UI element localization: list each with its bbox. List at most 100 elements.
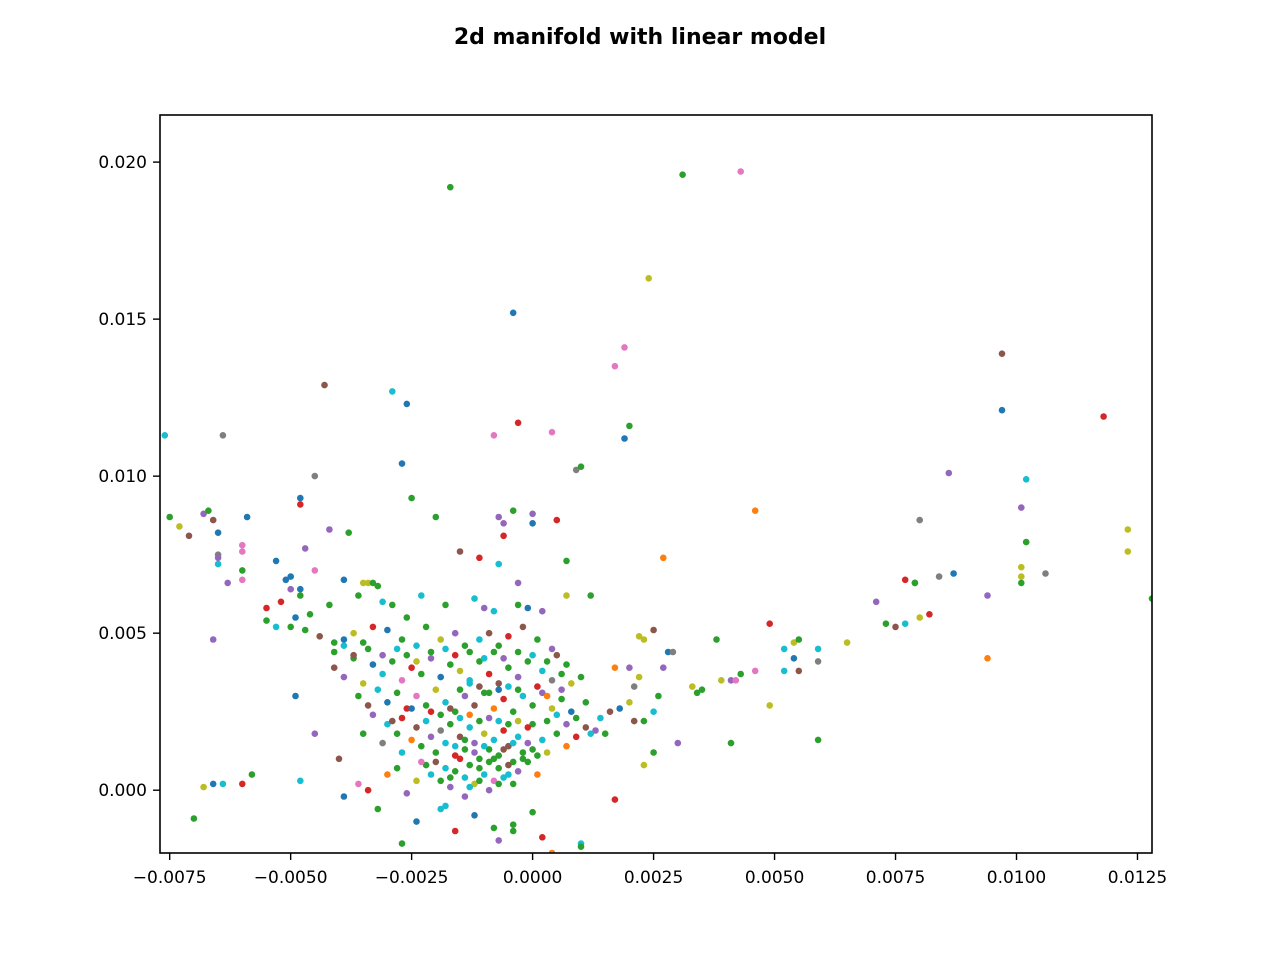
data-point [427,655,435,662]
data-point [635,633,643,640]
data-point [529,746,536,753]
data-point [1042,570,1049,577]
data-point [737,670,744,678]
data-point [292,614,299,621]
data-point [524,739,532,747]
data-point [350,629,357,637]
data-point [447,183,454,191]
data-point [563,592,570,599]
data-point [626,664,633,671]
data-point [393,645,401,653]
data-point [509,309,517,317]
data-point [442,739,449,747]
data-point [263,617,270,624]
data-point [509,507,517,514]
data-point [297,494,304,502]
data-point [282,576,290,584]
data-point [384,771,391,778]
data-point [384,626,391,634]
data-point [398,840,406,847]
data-point [442,764,449,772]
data-point [432,513,440,521]
data-point [369,661,377,668]
data-point [548,705,556,712]
data-point [500,774,507,781]
data-point [660,554,667,562]
data-point [577,843,585,850]
data-point [1018,573,1025,580]
data-point [219,432,227,439]
data-point [161,432,169,439]
data-point [364,786,372,794]
data-point [984,655,991,662]
data-point [311,472,319,480]
data-point [505,720,512,728]
data-point [398,714,406,722]
data-point [485,670,493,678]
data-point [461,692,469,700]
data-point [471,780,478,788]
data-point [301,626,309,634]
data-point [209,636,217,643]
data-point [422,717,430,725]
data-point [413,658,420,665]
data-point [239,576,246,584]
data-point [427,733,435,741]
data-point [442,645,449,653]
data-point [539,834,546,841]
data-point [926,611,933,618]
data-point [374,582,382,590]
data-point [514,717,522,725]
data-point [674,739,682,747]
data-point [539,607,546,615]
data-point [359,639,367,646]
data-point [359,680,367,687]
data-point [534,636,541,643]
data-point [447,774,454,781]
data-point [553,730,561,737]
data-point [480,689,488,697]
data-point [389,388,396,395]
data-point [476,764,483,772]
data-point [413,642,420,649]
data-point [514,733,522,741]
y-tick-label: 0.020 [98,153,147,173]
data-point [398,460,406,467]
data-point [548,428,556,436]
data-point [437,777,445,785]
data-point [485,629,493,637]
data-point [524,758,532,766]
y-tick-label: 0.000 [98,781,147,801]
data-point [524,604,532,612]
data-point [495,560,503,568]
data-point [393,689,401,697]
data-point [645,275,652,282]
data-point [1100,413,1107,420]
data-point [529,520,536,527]
data-point [655,692,662,700]
data-point [398,636,406,643]
data-point [495,764,503,772]
data-point [490,777,498,785]
x-tick-label: 0.0125 [1108,868,1167,888]
data-point [418,742,425,750]
data-point [389,717,396,725]
data-point [587,730,594,737]
data-point [480,604,488,612]
data-point [490,824,498,832]
data-point [616,705,623,712]
data-point [495,513,503,521]
data-point [476,683,483,690]
data-point [219,780,227,788]
y-tick-label: 0.010 [98,467,147,487]
data-point [485,758,493,766]
data-point [350,651,357,659]
data-point [611,664,619,671]
data-point [872,598,880,606]
data-point [587,592,594,599]
data-point [413,692,420,700]
data-point [500,746,507,753]
data-point [1124,548,1132,555]
data-point [447,720,454,728]
data-point [611,796,619,803]
